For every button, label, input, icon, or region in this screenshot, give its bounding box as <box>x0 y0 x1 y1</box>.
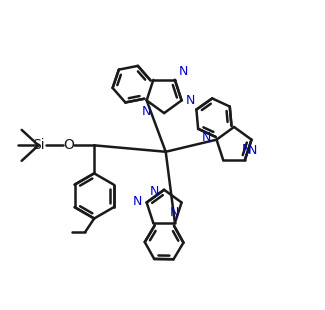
Text: N: N <box>186 94 195 107</box>
Text: N: N <box>142 105 151 118</box>
Text: N: N <box>248 144 257 157</box>
Text: N: N <box>241 143 251 156</box>
Text: Si: Si <box>32 138 45 152</box>
Text: N: N <box>179 65 188 78</box>
Text: O: O <box>63 138 74 152</box>
Text: N: N <box>170 206 180 219</box>
Text: N: N <box>150 184 160 197</box>
Text: N: N <box>133 195 142 208</box>
Text: N: N <box>202 131 211 144</box>
